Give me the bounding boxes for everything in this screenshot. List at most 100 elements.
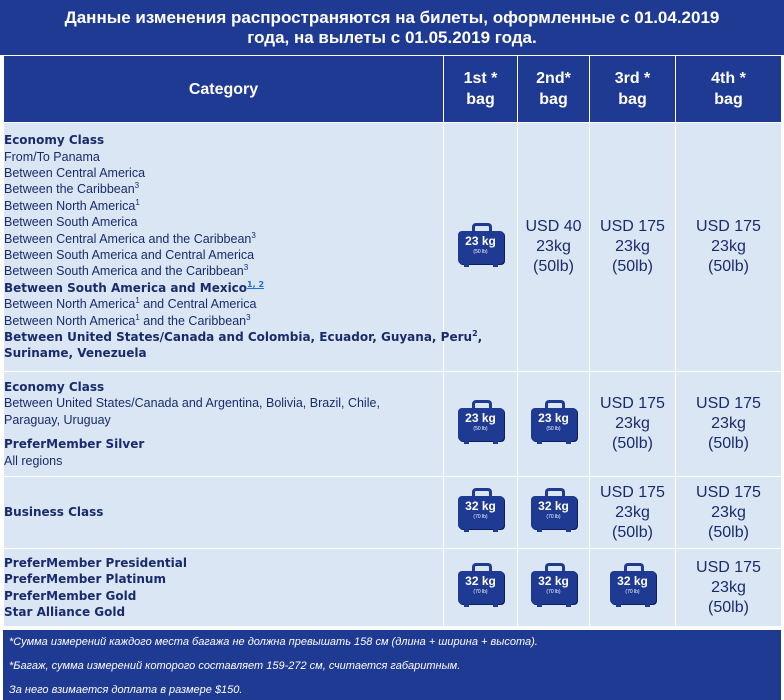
bag-fee-line: 23kg <box>615 415 650 432</box>
notice-banner: Данные изменения распространяются на бил… <box>0 0 784 55</box>
bag-included-cell: 23 kg (50 lb) <box>517 371 590 477</box>
footnote-ref[interactable]: 1, 2 <box>247 279 265 289</box>
suitcase-icon: 32 kg (70 lb) <box>530 488 577 532</box>
category-text: PreferMember Presidential <box>4 555 187 570</box>
category-line: Between North America1 and the Caribbean… <box>4 313 443 329</box>
bag-fee-line: 23kg <box>536 238 571 255</box>
footnote-ref: 1 <box>135 296 140 306</box>
category-line: Between South America and Mexico1, 2 <box>4 280 443 296</box>
bag-included-cell: 23 kg (50 lb) <box>443 122 518 372</box>
category-line: Suriname, Venezuela <box>4 345 443 361</box>
table-row: PreferMember Presidential PreferMember Pl… <box>3 548 782 627</box>
bag-fee-cell: USD 175 23kg (50lb) <box>675 548 782 627</box>
suitcase-icon: 23 kg (50 lb) <box>530 399 577 444</box>
category-text: PreferMember Platinum <box>4 572 166 587</box>
category-text: Between North America <box>4 297 136 312</box>
bag-fee-line: 23kg <box>711 238 746 255</box>
header-bag-3: 3rd * bag <box>589 55 676 123</box>
bag-fee-line: USD 175 <box>600 218 665 235</box>
category-line: Between United States/Canada and Colombi… <box>4 329 482 345</box>
bag-included-cell: 32 kg (70 lb) <box>517 548 590 627</box>
category-text: Between South America <box>4 215 138 230</box>
header-bag-1: 1st * bag <box>443 55 518 123</box>
category-line: Between South America and the Caribbean3 <box>4 263 443 279</box>
category-text-cont: and the Caribbean <box>139 313 247 328</box>
category-text: Between South America and the Caribbean <box>4 264 244 279</box>
category-line: Between South America and Central Americ… <box>4 247 443 263</box>
category-text: Between North America <box>4 198 136 213</box>
bag-fee-line: (50lb) <box>533 258 574 275</box>
bag-fee-line: 23kg <box>711 578 746 596</box>
header-bag-2-line-2: bag <box>539 91 568 108</box>
category-text: Suriname, Venezuela <box>4 346 147 361</box>
footnote-ref: 1 <box>135 312 140 322</box>
category-cell: Economy Class From/To Panama Between Centr… <box>3 122 482 372</box>
bag-weight-lb: (70 lb) <box>546 514 561 520</box>
bag-fee-line: USD 175 <box>696 483 761 501</box>
bag-fee-line: (50lb) <box>612 435 653 452</box>
header-category: Category <box>3 55 444 123</box>
bag-weight: 23 kg <box>465 410 496 425</box>
category-text-cont: and Central America <box>139 297 257 312</box>
footnote-ref: 1 <box>135 197 140 207</box>
footnote-ref: 3 <box>134 181 140 191</box>
category-line: From/To Panama <box>4 149 443 165</box>
category-line: Paraguay, Uruguay <box>4 412 443 428</box>
header-bag-2: 2nd* bag <box>517 55 590 123</box>
bag-weight-lb: (70 lb) <box>546 589 561 595</box>
bag-fee-line: (50lb) <box>612 523 653 541</box>
header-bag-4-line-1: 4th * <box>711 70 746 87</box>
category-line: All regions <box>4 453 443 469</box>
category-line: Between North America1 and Central Ameri… <box>4 296 443 312</box>
bag-weight-lb: (50 lb) <box>473 425 488 432</box>
category-cell: Business Class <box>3 476 444 549</box>
bag-fee-line: USD 175 <box>696 218 761 235</box>
bag-weight-lb: (70 lb) <box>625 589 640 595</box>
bag-weight: 32 kg <box>617 574 648 588</box>
bag-weight-lb: (50 lb) <box>546 425 561 432</box>
category-text: Between Central America and the Caribbea… <box>4 231 252 246</box>
header-bag-1-line-1: 1st * <box>463 70 498 87</box>
category-text: From/To Panama <box>4 149 100 164</box>
category-text: Between United States/Canada and Colombi… <box>4 330 473 345</box>
suitcase-icon: 23 kg (50 lb) <box>457 399 504 444</box>
category-line: Between South America <box>4 214 443 230</box>
category-line: Between Central America <box>4 165 443 181</box>
category-line: PreferMember Gold <box>4 588 443 604</box>
category-text-cont: , <box>477 330 483 345</box>
bag-included-cell: 32 kg (70 lb) <box>443 548 518 627</box>
bag-fee-cell: USD 175 23kg (50lb) <box>675 371 782 477</box>
bag-fee-line: (50lb) <box>708 435 749 452</box>
bag-weight: 23 kg <box>538 410 569 425</box>
category-cell: Economy Class Between United States/Canad… <box>3 371 444 477</box>
notice-line-1: Данные изменения распространяются на бил… <box>64 8 720 27</box>
header-bag-3-line-2: bag <box>618 91 647 108</box>
category-text: PreferMember Silver <box>4 437 145 452</box>
header-bag-4-line-2: bag <box>714 91 743 108</box>
bag-weight-lb: (70 lb) <box>473 589 488 595</box>
bag-fee-cell: USD 40 23kg (50lb) <box>517 122 590 372</box>
footnote-ref: 3 <box>243 263 249 273</box>
notice-line-2: года, на вылеты с 01.05.2019 года. <box>247 28 537 47</box>
table-row: Economy Class From/To Panama Between Centr… <box>3 122 782 372</box>
category-text: Star Alliance Gold <box>4 604 126 619</box>
category-line: Business Class <box>4 504 443 520</box>
category-text: Between the Caribbean <box>4 182 135 197</box>
category-line: Star Alliance Gold <box>4 604 443 620</box>
footnote-1: *Сумма измерений каждого места багажа не… <box>9 636 538 648</box>
category-line: Between North America1 <box>4 198 443 214</box>
bag-included-cell: 32 kg (70 lb) <box>517 476 590 549</box>
header-bag-1-line-2: bag <box>466 91 495 108</box>
bag-fee-line: 23kg <box>711 503 746 521</box>
suitcase-icon: 32 kg (70 lb) <box>609 563 656 607</box>
category-line: PreferMember Presidential <box>4 555 443 571</box>
category-line: PreferMember Silver <box>4 436 443 452</box>
bag-weight: 32 kg <box>538 574 569 588</box>
category-line: PreferMember Platinum <box>4 571 443 587</box>
header-bag-4: 4th * bag <box>675 55 782 123</box>
bag-fee-line: 23kg <box>615 503 650 521</box>
header-bag-2-line-1: 2nd* <box>536 70 571 87</box>
category-text: Paraguay, Uruguay <box>4 412 111 427</box>
baggage-table: Category 1st * bag 2nd* bag 3rd * bag 4th *… <box>3 55 782 627</box>
suitcase-icon: 23 kg (50 lb) <box>457 222 504 267</box>
